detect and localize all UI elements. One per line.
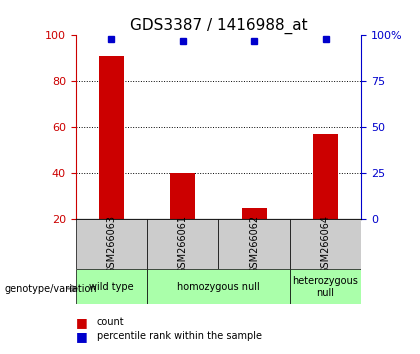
FancyBboxPatch shape	[147, 269, 290, 304]
Text: GSM266062: GSM266062	[249, 215, 259, 274]
FancyBboxPatch shape	[147, 219, 218, 269]
Text: ■: ■	[76, 330, 87, 343]
Text: GSM266061: GSM266061	[178, 215, 188, 274]
Text: genotype/variation: genotype/variation	[4, 284, 97, 293]
Bar	[313, 134, 338, 219]
FancyBboxPatch shape	[290, 219, 361, 269]
Text: GSM266064: GSM266064	[320, 215, 331, 274]
FancyBboxPatch shape	[290, 269, 361, 304]
FancyBboxPatch shape	[218, 219, 290, 269]
Text: percentile rank within the sample: percentile rank within the sample	[97, 331, 262, 341]
Bar	[99, 56, 124, 219]
Text: heterozygous
null: heterozygous null	[293, 276, 358, 298]
Bar	[241, 208, 267, 219]
FancyBboxPatch shape	[76, 219, 147, 269]
Bar	[170, 173, 195, 219]
Text: homozygous null: homozygous null	[177, 282, 260, 292]
Text: ■: ■	[76, 316, 87, 329]
Text: wild type: wild type	[89, 282, 134, 292]
Title: GDS3387 / 1416988_at: GDS3387 / 1416988_at	[130, 18, 307, 34]
Text: GSM266063: GSM266063	[106, 215, 116, 274]
FancyBboxPatch shape	[76, 269, 147, 304]
Text: count: count	[97, 317, 124, 327]
